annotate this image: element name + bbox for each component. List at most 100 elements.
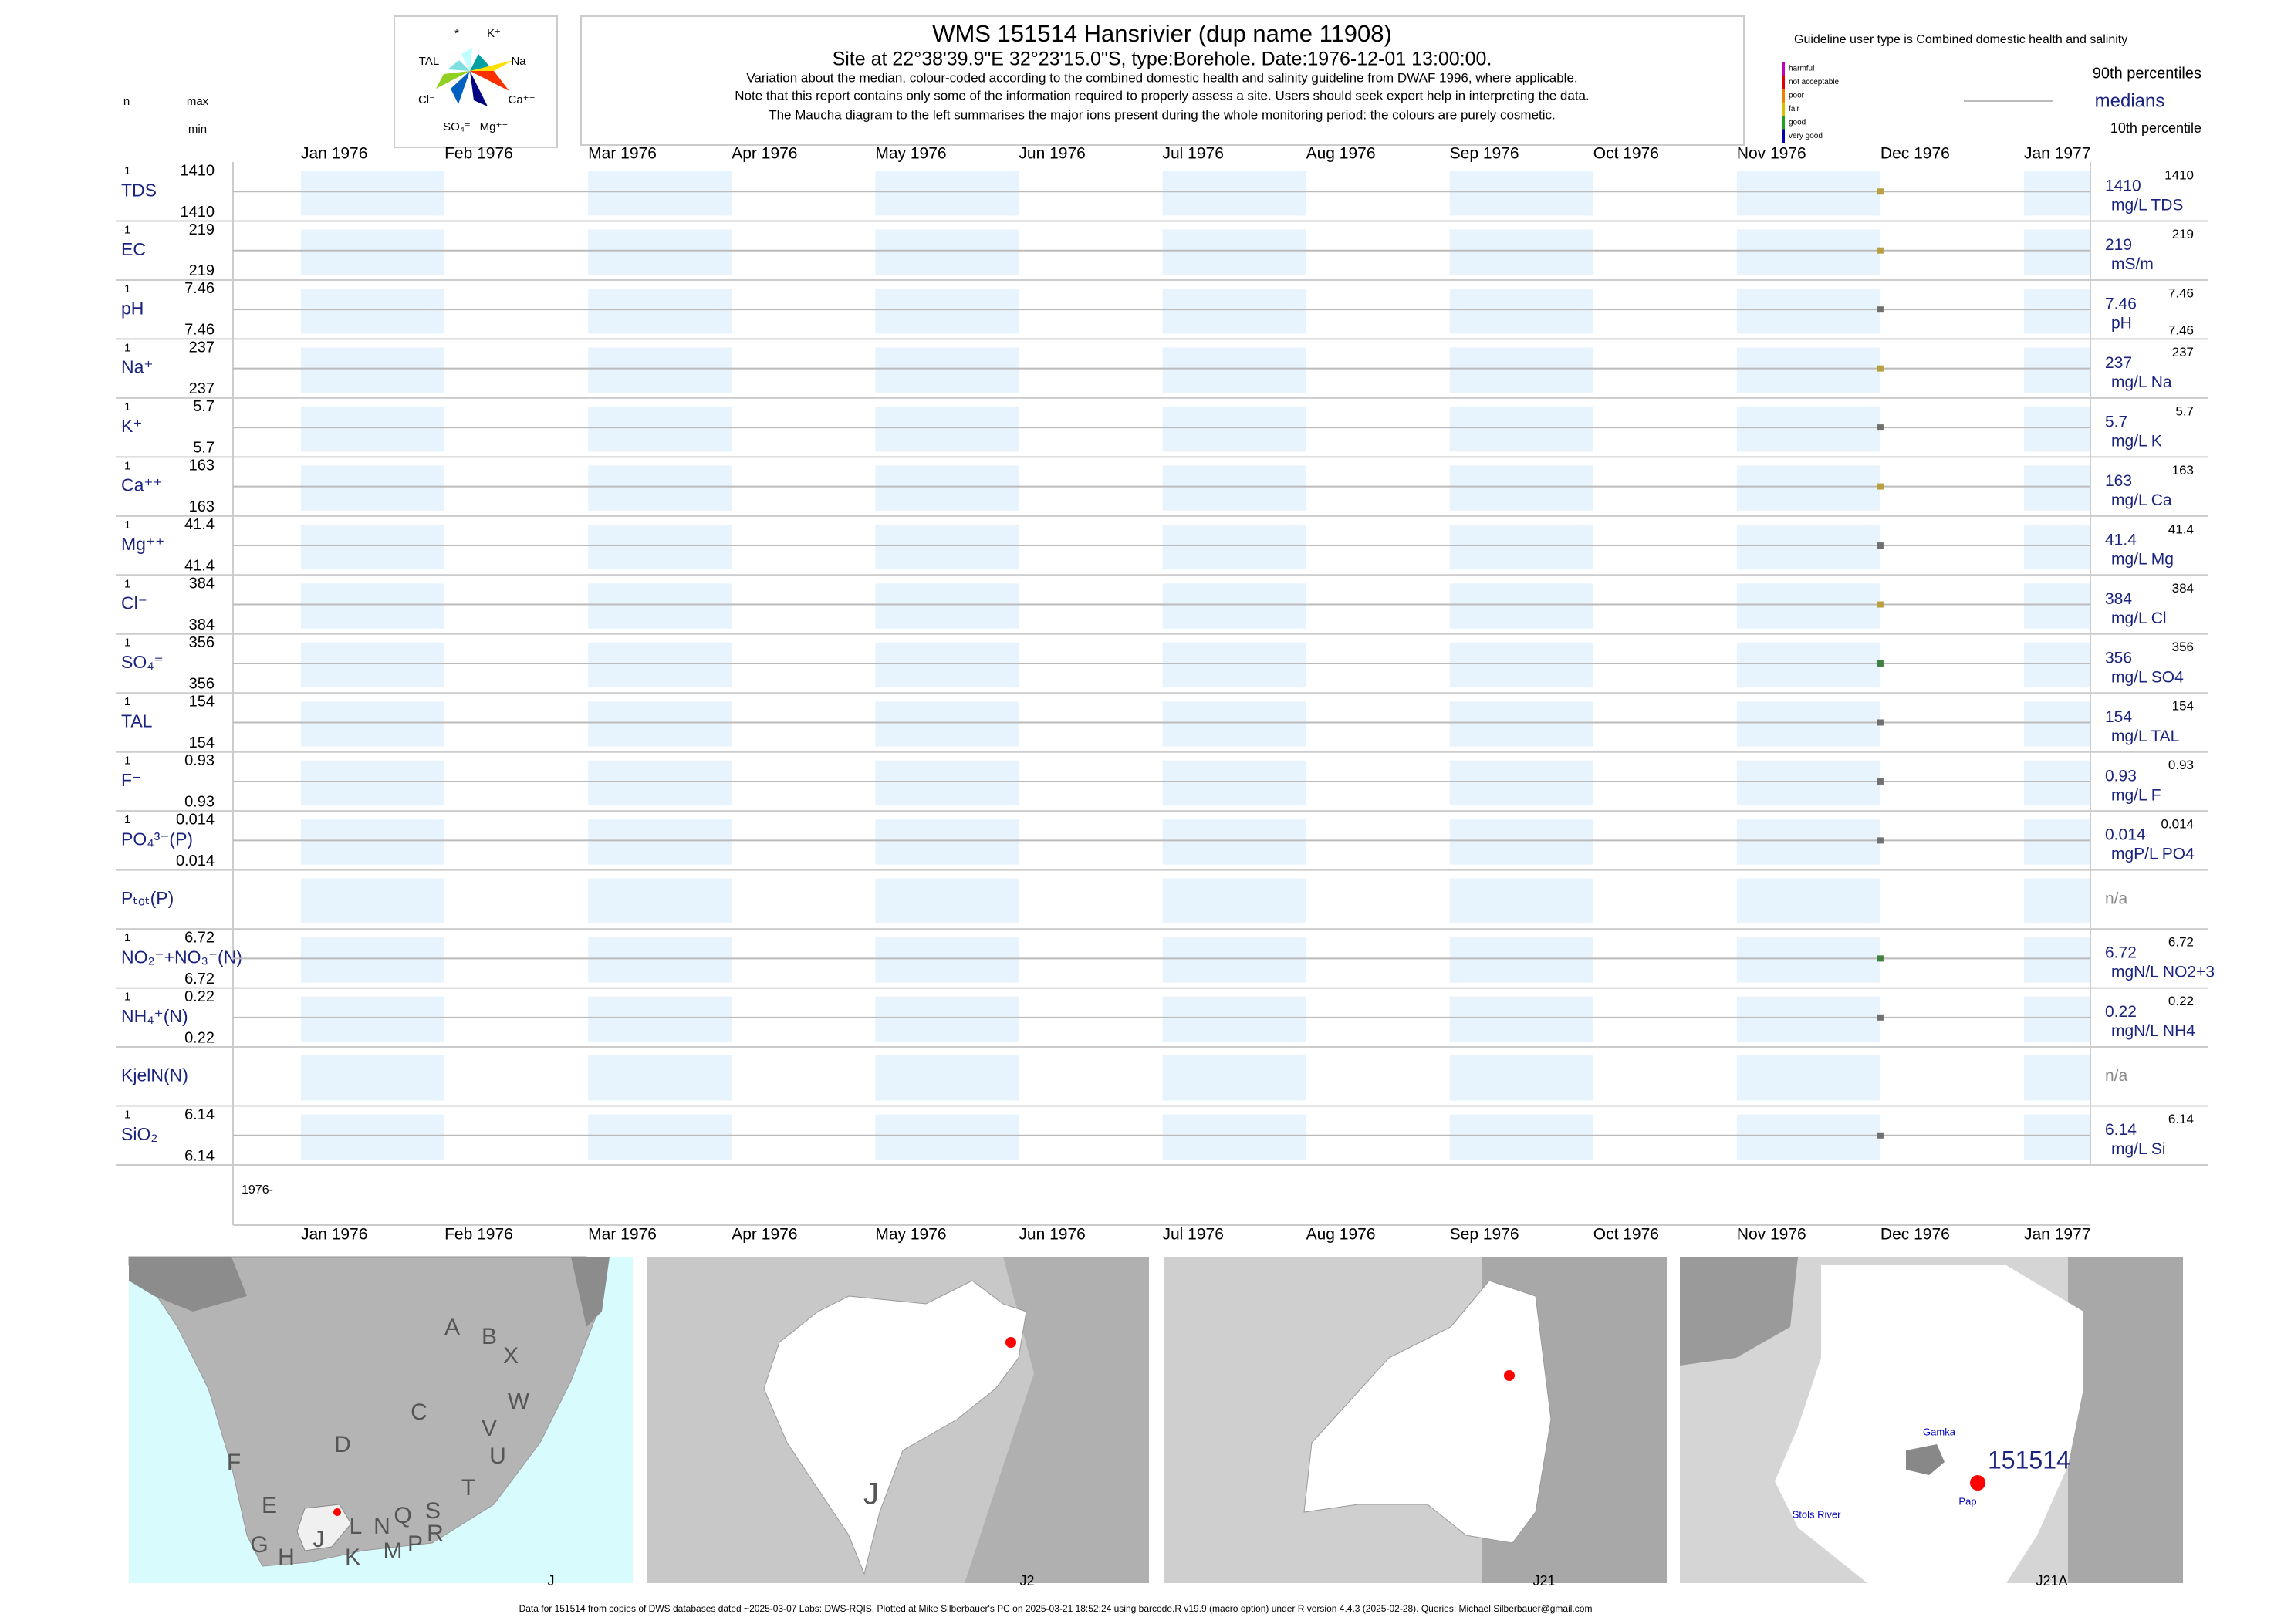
x-tick-label: Sep 1976 (1450, 1226, 1519, 1244)
month-band (875, 1114, 1019, 1160)
map-label: J2 (1019, 1573, 1034, 1589)
title: WMS 151514 Hansrivier (dup name 11908) (932, 20, 1392, 47)
month-band (301, 878, 445, 924)
month-band (2024, 406, 2090, 452)
median-point (1877, 542, 1884, 549)
x-tick-label: Sep 1976 (1450, 145, 1519, 163)
month-band (875, 583, 1019, 629)
maucha-wedge (448, 60, 470, 71)
max-value: 7.46 (184, 280, 215, 297)
legend-swatch (1782, 62, 1785, 76)
month-band (1449, 701, 1593, 747)
month-band (1162, 229, 1306, 275)
x-tick-label: Oct 1976 (1593, 145, 1659, 163)
place-label: Gamka (1923, 1426, 1956, 1437)
map-region (296, 1504, 352, 1551)
month-band (588, 583, 732, 629)
x-tick-label: Jan 1977 (2024, 145, 2090, 163)
month-band (1162, 1055, 1306, 1101)
maucha-label: TAL (419, 55, 439, 68)
median-point (1877, 1132, 1884, 1139)
p90-value: 154 (2172, 699, 2194, 714)
max-value: 219 (189, 221, 215, 238)
x-tick-label: Jul 1976 (1163, 145, 1224, 163)
min-value: 6.72 (184, 971, 215, 988)
month-band (301, 229, 445, 275)
parameter-name: KjelN(N) (121, 1065, 188, 1085)
maucha-diagram (436, 48, 513, 106)
month-band (1162, 524, 1306, 570)
median-value: 0.22 (2105, 1003, 2137, 1021)
month-band (588, 406, 732, 452)
unit: mg/L Mg (2111, 550, 2174, 568)
month-band (588, 642, 732, 688)
month-band (2024, 1055, 2090, 1101)
month-band (875, 171, 1019, 216)
month-band (1449, 524, 1593, 570)
map-land (571, 1257, 610, 1327)
maucha-label: Mg⁺⁺ (480, 120, 509, 133)
legend-swatch (1782, 89, 1785, 103)
col-max: max (187, 95, 209, 108)
median-value: 384 (2105, 590, 2132, 608)
month-band (2024, 171, 2090, 216)
map-region-label: Q (394, 1503, 411, 1528)
month-band (1736, 819, 1880, 865)
unit: mg/L K (2111, 432, 2162, 450)
unit: pH (2111, 314, 2132, 332)
p10-value: 7.46 (2168, 322, 2194, 337)
unit: mg/L Ca (2111, 491, 2172, 509)
x-tick-label: Dec 1976 (1880, 145, 1950, 163)
map-region-label: G (250, 1532, 268, 1558)
month-band (301, 760, 445, 806)
month-band (1162, 1114, 1306, 1160)
maucha-wedge (436, 71, 470, 89)
x-tick-label: Mar 1976 (588, 1226, 657, 1244)
month-band (2024, 583, 2090, 629)
p90-value: 356 (2172, 640, 2194, 654)
map-region-label: H (278, 1545, 295, 1570)
map-region-label: L (350, 1514, 363, 1539)
parameter-name: TDS (121, 180, 157, 200)
month-band (875, 288, 1019, 334)
month-band (1449, 406, 1593, 452)
month-band (875, 760, 1019, 806)
n-count: 1 (124, 755, 130, 768)
month-band (1736, 760, 1880, 806)
maucha-wedge (470, 71, 509, 91)
map-land (2068, 1257, 2183, 1583)
max-value: 41.4 (184, 516, 215, 533)
unit: mg/L TAL (2111, 728, 2179, 745)
maucha-wedge (461, 48, 472, 71)
min-value: 0.22 (184, 1029, 215, 1046)
x-tick-label: Aug 1976 (1306, 145, 1376, 163)
month-band (588, 701, 732, 747)
map-region-label: J (313, 1527, 325, 1552)
month-band (1162, 701, 1306, 747)
median-point (1877, 601, 1884, 608)
map-region-label: W (508, 1389, 530, 1414)
unit: mg/L SO4 (2111, 668, 2184, 686)
month-band (301, 642, 445, 688)
month-band (875, 878, 1019, 924)
x-tick-label: Apr 1976 (732, 1226, 797, 1244)
parameter-name: Na⁺ (121, 357, 154, 377)
month-band (1162, 406, 1306, 452)
month-band (875, 347, 1019, 393)
x-tick-label: Jan 1976 (301, 145, 367, 163)
month-band (2024, 524, 2090, 570)
x-tick-label: Jun 1976 (1019, 145, 1085, 163)
map-town (1906, 1444, 1945, 1475)
map-land (128, 1256, 599, 1567)
month-band (1449, 171, 1593, 216)
min-value: 7.46 (184, 322, 215, 339)
min-value: 154 (189, 734, 215, 751)
maucha-label: K⁺ (487, 27, 501, 40)
month-band (588, 937, 732, 983)
legend-swatch (1782, 129, 1785, 143)
min-value: 41.4 (184, 558, 215, 575)
n-count: 1 (124, 341, 130, 354)
unit: mgP/L PO4 (2111, 846, 2195, 863)
min-value: 163 (189, 498, 215, 515)
maucha-label: Ca⁺⁺ (508, 93, 535, 106)
